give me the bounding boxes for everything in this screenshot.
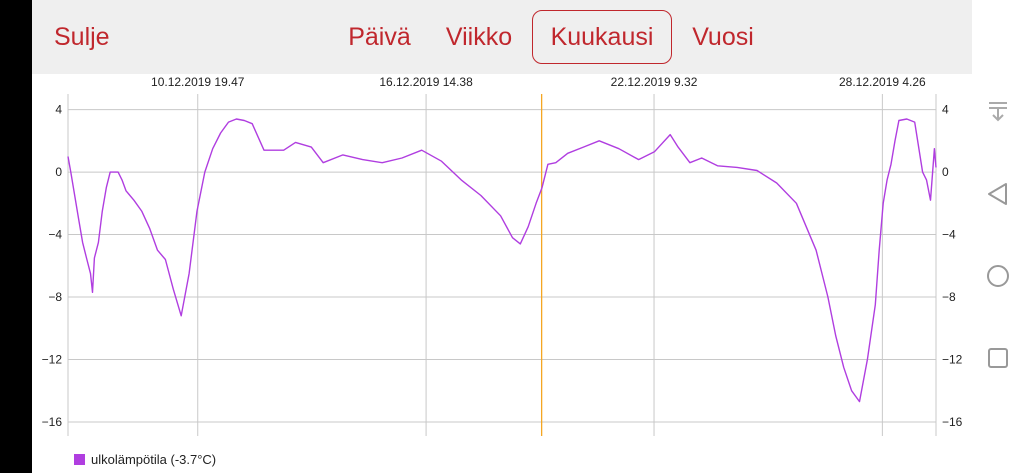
y-tick-label-left: 4 bbox=[55, 103, 62, 117]
y-tick-label-left: 0 bbox=[55, 165, 62, 179]
y-tick-label-right: −12 bbox=[942, 352, 963, 366]
tab-day[interactable]: Päivä bbox=[348, 23, 411, 51]
y-tick-label-left: −4 bbox=[48, 228, 62, 242]
tab-year[interactable]: Vuosi bbox=[692, 23, 754, 51]
x-tick-label: 16.12.2019 14.38 bbox=[379, 75, 473, 89]
left-screen-edge bbox=[0, 0, 32, 473]
tab-week[interactable]: Viikko bbox=[445, 23, 513, 51]
recents-icon[interactable] bbox=[984, 344, 1012, 372]
x-tick-label: 28.12.2019 4.26 bbox=[839, 75, 926, 89]
legend-swatch bbox=[74, 454, 85, 465]
y-tick-label-right: −4 bbox=[942, 228, 956, 242]
top-toolbar: Sulje Päivä Viikko Kuukausi Vuosi bbox=[32, 0, 972, 74]
y-tick-label-right: 0 bbox=[942, 165, 949, 179]
temperature-series-line bbox=[67, 118, 937, 403]
legend-label: ulkolämpötila (-3.7°C) bbox=[91, 452, 217, 467]
y-tick-label-right: −8 bbox=[942, 290, 956, 304]
home-icon[interactable] bbox=[984, 262, 1012, 290]
app-window: Sulje Päivä Viikko Kuukausi Vuosi 4 4 0 0 −4… bbox=[32, 0, 972, 473]
close-button[interactable]: Sulje bbox=[54, 23, 110, 51]
download-icon[interactable] bbox=[984, 97, 1012, 125]
android-nav-bar bbox=[972, 0, 1024, 473]
y-tick-label-left: −12 bbox=[42, 352, 63, 366]
tab-month[interactable]: Kuukausi bbox=[532, 10, 672, 64]
back-icon[interactable] bbox=[984, 180, 1012, 208]
x-tick-label: 10.12.2019 19.47 bbox=[151, 75, 245, 89]
temperature-chart[interactable]: 4 4 0 0 −4 −4 −8 −8 −12 −12 −16 −16 10.12.2019 19.47… bbox=[32, 74, 972, 450]
x-tick-label: 22.12.2019 9.32 bbox=[611, 75, 698, 89]
y-tick-label-left: −8 bbox=[48, 290, 62, 304]
y-tick-label-right: 4 bbox=[942, 103, 949, 117]
y-tick-label-right: −16 bbox=[942, 415, 963, 429]
y-tick-label-left: −16 bbox=[42, 415, 63, 429]
chart-legend: ulkolämpötila (-3.7°C) bbox=[74, 452, 216, 468]
